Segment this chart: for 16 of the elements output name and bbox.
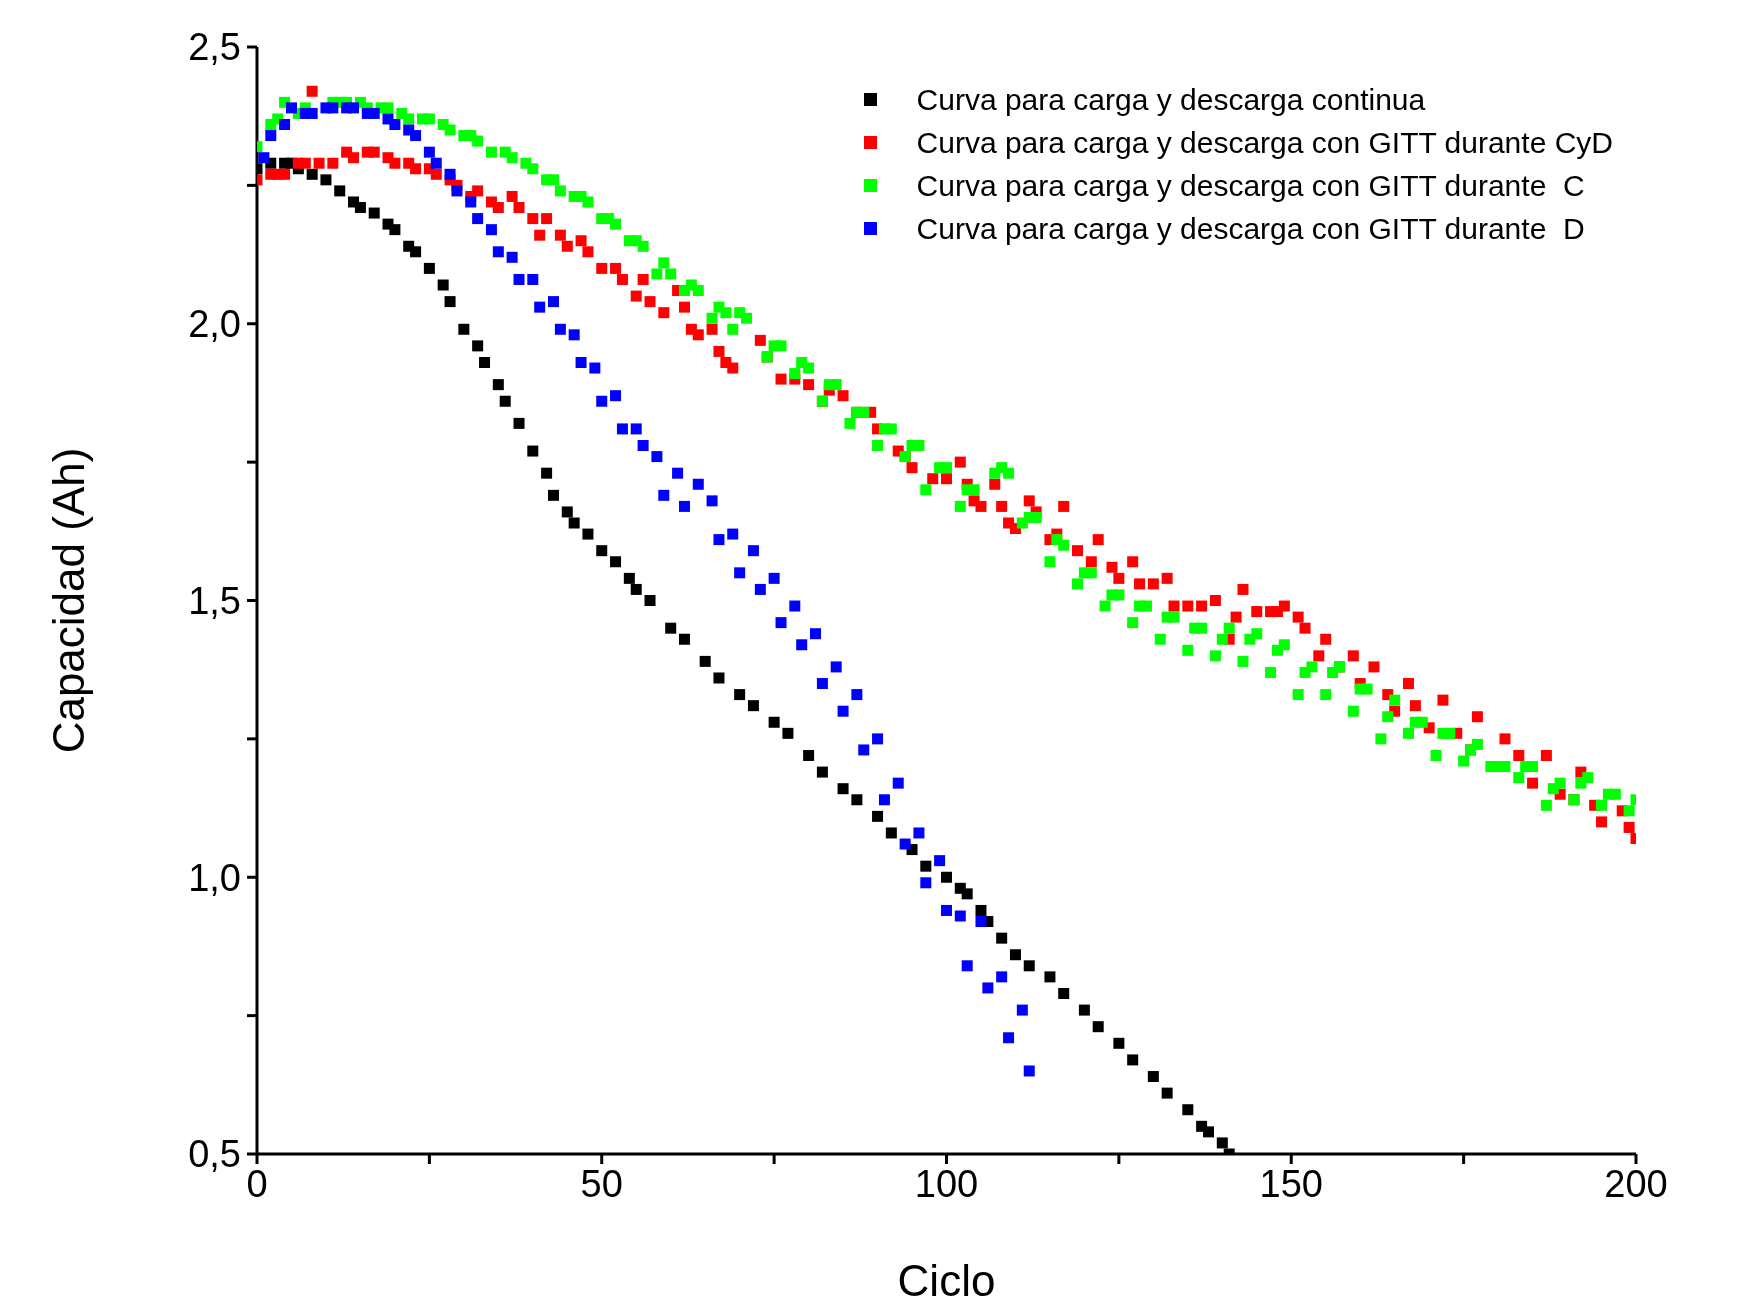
x-tick-label: 200 bbox=[1604, 1162, 1668, 1205]
legend-label: Curva para carga y descarga con GITT durante D bbox=[916, 211, 1585, 246]
x-tick-label: 100 bbox=[914, 1162, 979, 1205]
y-tick-label: 1,5 bbox=[188, 579, 241, 622]
x-tick-label: 0 bbox=[246, 1162, 268, 1205]
y-tick-label: 1,0 bbox=[188, 856, 241, 899]
x-axis-title: Ciclo bbox=[897, 1256, 996, 1305]
y-tick-label: 2,5 bbox=[188, 26, 241, 69]
legend-label: Curva para carga y descarga continua bbox=[916, 82, 1426, 117]
x-tick-label: 150 bbox=[1259, 1162, 1323, 1205]
legend-label: Curva para carga y descarga con GITT durante CyD bbox=[916, 125, 1613, 160]
y-tick-label: 0,5 bbox=[188, 1133, 241, 1176]
x-tick-label: 50 bbox=[580, 1162, 623, 1205]
legend-label: Curva para carga y descarga con GITT durante C bbox=[916, 168, 1585, 203]
y-tick-label: 2,0 bbox=[188, 303, 241, 346]
y-axis-title: Capacidad (Ah) bbox=[43, 447, 93, 754]
